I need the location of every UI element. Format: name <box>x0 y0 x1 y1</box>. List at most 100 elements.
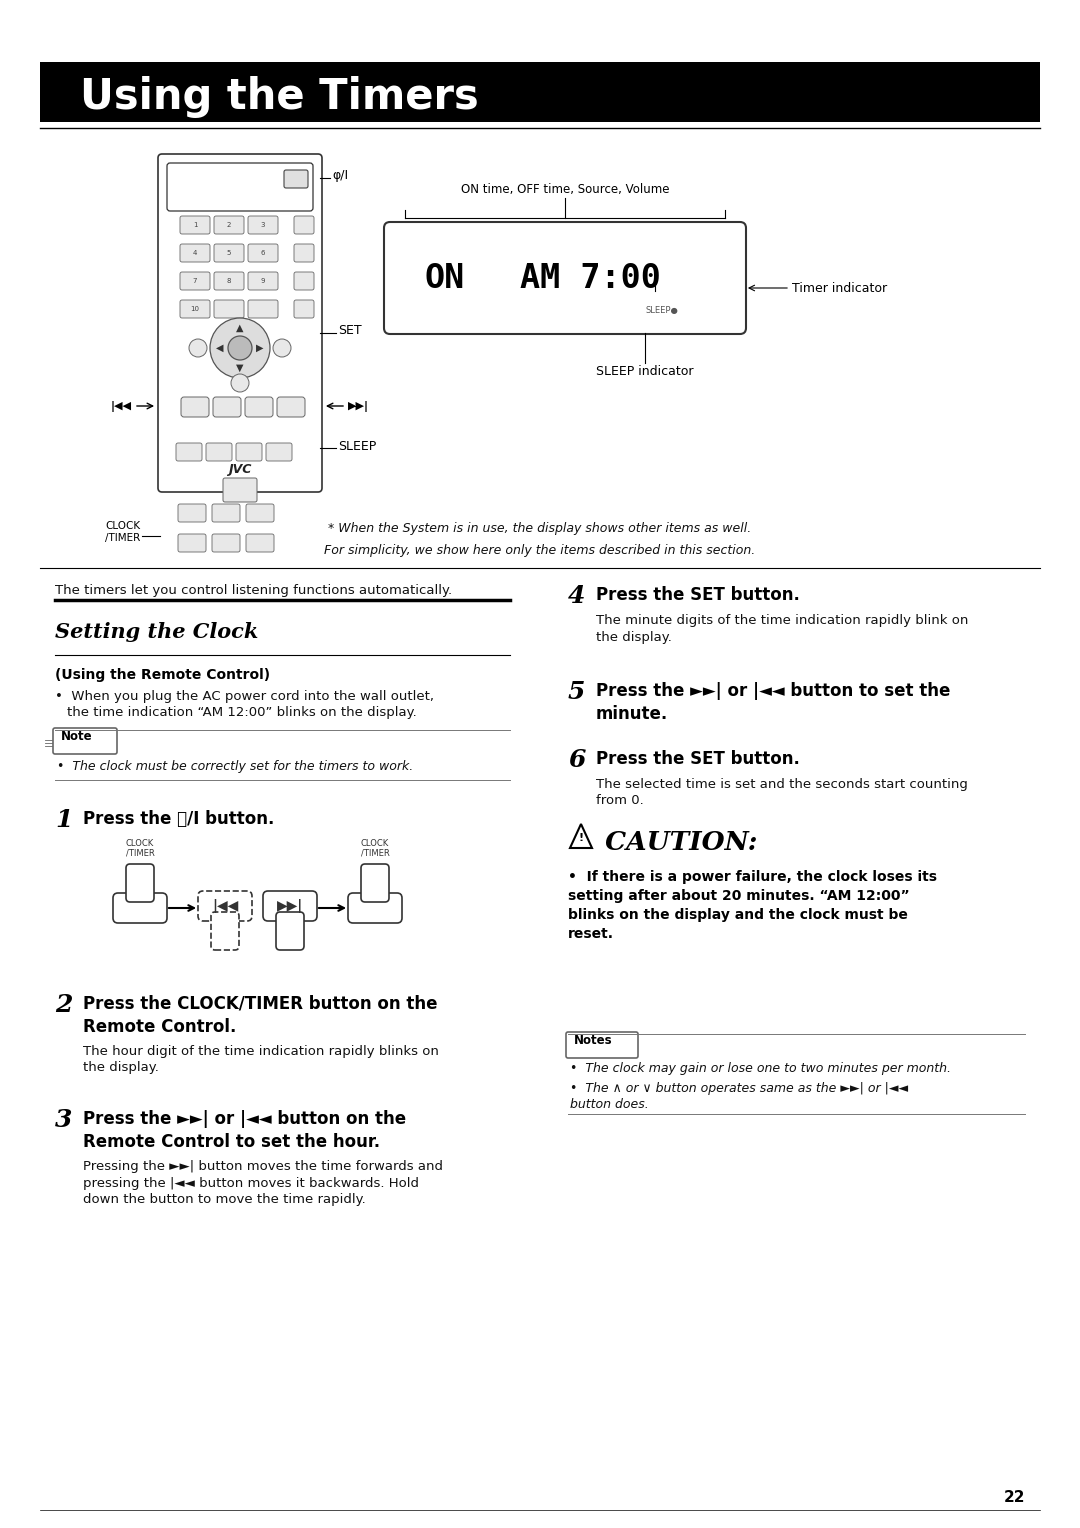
Text: 3: 3 <box>55 1108 72 1132</box>
Text: •  If there is a power failure, the clock loses its
setting after about 20 minut: • If there is a power failure, the clock… <box>568 869 937 941</box>
Circle shape <box>189 339 207 358</box>
FancyBboxPatch shape <box>212 504 240 523</box>
Circle shape <box>231 374 249 393</box>
Text: Press the ►►| or |◄◄ button on the
Remote Control to set the hour.: Press the ►►| or |◄◄ button on the Remot… <box>83 1109 406 1151</box>
Text: |◀◀: |◀◀ <box>111 400 132 411</box>
Bar <box>40 63 1040 122</box>
FancyBboxPatch shape <box>248 272 278 290</box>
FancyBboxPatch shape <box>264 891 318 921</box>
Text: φ/I: φ/I <box>332 170 348 182</box>
FancyBboxPatch shape <box>181 397 210 417</box>
FancyBboxPatch shape <box>178 533 206 552</box>
Text: 6: 6 <box>260 251 266 257</box>
FancyBboxPatch shape <box>248 215 278 234</box>
Text: Pressing the ►►| button moves the time forwards and
pressing the |◄◄ button move: Pressing the ►►| button moves the time f… <box>83 1160 443 1206</box>
Text: ◀: ◀ <box>216 342 224 353</box>
FancyBboxPatch shape <box>248 244 278 261</box>
Text: 2: 2 <box>55 993 72 1018</box>
FancyBboxPatch shape <box>180 215 210 234</box>
FancyBboxPatch shape <box>206 443 232 461</box>
FancyBboxPatch shape <box>248 299 278 318</box>
FancyBboxPatch shape <box>180 299 210 318</box>
Text: •  When you plug the AC power cord into the wall outlet,: • When you plug the AC power cord into t… <box>55 691 434 703</box>
Text: Press the Ⓘ/I button.: Press the Ⓘ/I button. <box>83 810 274 828</box>
Text: 10: 10 <box>190 306 200 312</box>
Text: 6: 6 <box>568 749 585 772</box>
FancyBboxPatch shape <box>237 443 262 461</box>
FancyBboxPatch shape <box>276 912 303 950</box>
Text: 2: 2 <box>227 222 231 228</box>
FancyBboxPatch shape <box>214 299 244 318</box>
FancyBboxPatch shape <box>178 504 206 523</box>
FancyBboxPatch shape <box>198 891 252 921</box>
Text: 1: 1 <box>192 222 198 228</box>
FancyBboxPatch shape <box>158 154 322 492</box>
FancyBboxPatch shape <box>113 892 167 923</box>
FancyBboxPatch shape <box>294 299 314 318</box>
FancyBboxPatch shape <box>384 222 746 335</box>
Text: the time indication “AM 12:00” blinks on the display.: the time indication “AM 12:00” blinks on… <box>67 706 417 720</box>
FancyBboxPatch shape <box>246 533 274 552</box>
Text: 8: 8 <box>227 278 231 284</box>
Text: 7: 7 <box>192 278 198 284</box>
FancyBboxPatch shape <box>214 272 244 290</box>
Text: SLEEP indicator: SLEEP indicator <box>596 365 693 377</box>
Text: Press the CLOCK/TIMER button on the
Remote Control.: Press the CLOCK/TIMER button on the Remo… <box>83 995 437 1036</box>
FancyBboxPatch shape <box>180 272 210 290</box>
FancyBboxPatch shape <box>284 170 308 188</box>
Text: ▶▶|: ▶▶| <box>348 400 369 411</box>
FancyBboxPatch shape <box>294 244 314 261</box>
Text: 9: 9 <box>260 278 266 284</box>
FancyBboxPatch shape <box>266 443 292 461</box>
FancyBboxPatch shape <box>180 244 210 261</box>
Text: The timers let you control listening functions automatically.: The timers let you control listening fun… <box>55 584 453 597</box>
Text: The hour digit of the time indication rapidly blinks on
the display.: The hour digit of the time indication ra… <box>83 1045 438 1074</box>
FancyBboxPatch shape <box>276 397 305 417</box>
Circle shape <box>210 318 270 377</box>
FancyBboxPatch shape <box>176 443 202 461</box>
Text: 4: 4 <box>568 584 585 608</box>
Text: SET: SET <box>338 324 362 338</box>
Text: * When the System is in use, the display shows other items as well.: * When the System is in use, the display… <box>328 523 752 535</box>
Text: JVC: JVC <box>228 463 252 477</box>
Text: Setting the Clock: Setting the Clock <box>55 622 258 642</box>
FancyBboxPatch shape <box>213 397 241 417</box>
Text: 1: 1 <box>55 808 72 833</box>
FancyBboxPatch shape <box>566 1031 638 1057</box>
Text: The minute digits of the time indication rapidly blink on
the display.: The minute digits of the time indication… <box>596 614 969 643</box>
Text: SLEEP: SLEEP <box>338 440 376 452</box>
FancyBboxPatch shape <box>53 727 117 753</box>
Text: !: ! <box>579 833 583 843</box>
Text: Press the SET button.: Press the SET button. <box>596 587 800 604</box>
Text: CLOCK
/TIMER: CLOCK /TIMER <box>105 521 140 542</box>
Text: ▶: ▶ <box>256 342 264 353</box>
Text: •  The clock must be correctly set for the timers to work.: • The clock must be correctly set for th… <box>57 759 414 773</box>
Text: (Using the Remote Control): (Using the Remote Control) <box>55 668 270 681</box>
Text: The selected time is set and the seconds start counting
from 0.: The selected time is set and the seconds… <box>596 778 968 807</box>
Text: •  The ∧ or ∨ button operates same as the ►►| or |◄◄
button does.: • The ∧ or ∨ button operates same as the… <box>570 1082 908 1111</box>
Text: SLEEP●: SLEEP● <box>645 306 678 315</box>
Text: ▲: ▲ <box>237 322 244 333</box>
Text: •  The clock may gain or lose one to two minutes per month.: • The clock may gain or lose one to two … <box>570 1062 951 1076</box>
Text: Note: Note <box>60 729 93 743</box>
Text: ▼: ▼ <box>237 364 244 373</box>
FancyBboxPatch shape <box>167 163 313 211</box>
Text: 22: 22 <box>1003 1490 1025 1505</box>
Text: 5: 5 <box>227 251 231 257</box>
Circle shape <box>228 336 252 361</box>
Text: Using the Timers: Using the Timers <box>80 76 478 118</box>
Text: ▶▶|: ▶▶| <box>276 898 303 914</box>
Text: |◀◀: |◀◀ <box>212 898 238 914</box>
FancyBboxPatch shape <box>222 478 257 503</box>
Text: ON time, OFF time, Source, Volume: ON time, OFF time, Source, Volume <box>461 183 670 196</box>
FancyBboxPatch shape <box>294 272 314 290</box>
Text: CAUTION:: CAUTION: <box>596 830 757 856</box>
Circle shape <box>273 339 291 358</box>
Text: CLOCK
/TIMER: CLOCK /TIMER <box>125 839 154 859</box>
Text: Press the SET button.: Press the SET button. <box>596 750 800 769</box>
Text: Timer indicator: Timer indicator <box>792 281 887 295</box>
FancyBboxPatch shape <box>245 397 273 417</box>
FancyBboxPatch shape <box>212 533 240 552</box>
Text: 5: 5 <box>568 680 585 704</box>
Text: Notes: Notes <box>573 1033 612 1047</box>
